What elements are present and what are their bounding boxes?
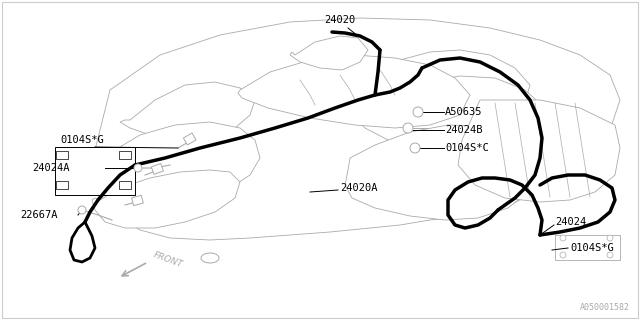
Text: 24020A: 24020A <box>340 183 378 193</box>
Polygon shape <box>355 76 555 168</box>
Ellipse shape <box>201 253 219 263</box>
Polygon shape <box>55 147 135 195</box>
Bar <box>119 151 131 159</box>
Text: 24024B: 24024B <box>445 125 483 135</box>
Text: A50635: A50635 <box>445 107 483 117</box>
Text: A050001582: A050001582 <box>580 303 630 312</box>
Polygon shape <box>555 235 620 260</box>
Polygon shape <box>105 122 260 198</box>
Circle shape <box>560 252 566 258</box>
Bar <box>151 164 163 174</box>
Polygon shape <box>92 170 240 228</box>
Circle shape <box>413 107 423 117</box>
Text: 22667A: 22667A <box>20 210 58 220</box>
Circle shape <box>560 235 566 241</box>
Circle shape <box>403 123 413 133</box>
Text: 0104S*G: 0104S*G <box>570 243 614 253</box>
Circle shape <box>607 235 613 241</box>
Polygon shape <box>90 18 620 240</box>
Bar <box>119 181 131 189</box>
Bar <box>56 151 68 159</box>
Text: FRONT: FRONT <box>152 251 184 269</box>
Polygon shape <box>238 55 470 128</box>
Text: 0104S*C: 0104S*C <box>445 143 489 153</box>
Text: 24020: 24020 <box>324 15 356 25</box>
Text: 0104S*G: 0104S*G <box>60 135 104 145</box>
Polygon shape <box>120 82 255 140</box>
Polygon shape <box>290 36 368 70</box>
Bar <box>56 181 68 189</box>
Circle shape <box>134 164 142 172</box>
Bar <box>184 133 196 145</box>
Circle shape <box>410 143 420 153</box>
Bar <box>132 195 143 206</box>
Circle shape <box>607 252 613 258</box>
Text: 24024: 24024 <box>555 217 586 227</box>
Polygon shape <box>345 125 535 220</box>
Circle shape <box>78 206 86 214</box>
Polygon shape <box>458 100 620 202</box>
Text: 24024A: 24024A <box>32 163 70 173</box>
Polygon shape <box>370 50 530 122</box>
